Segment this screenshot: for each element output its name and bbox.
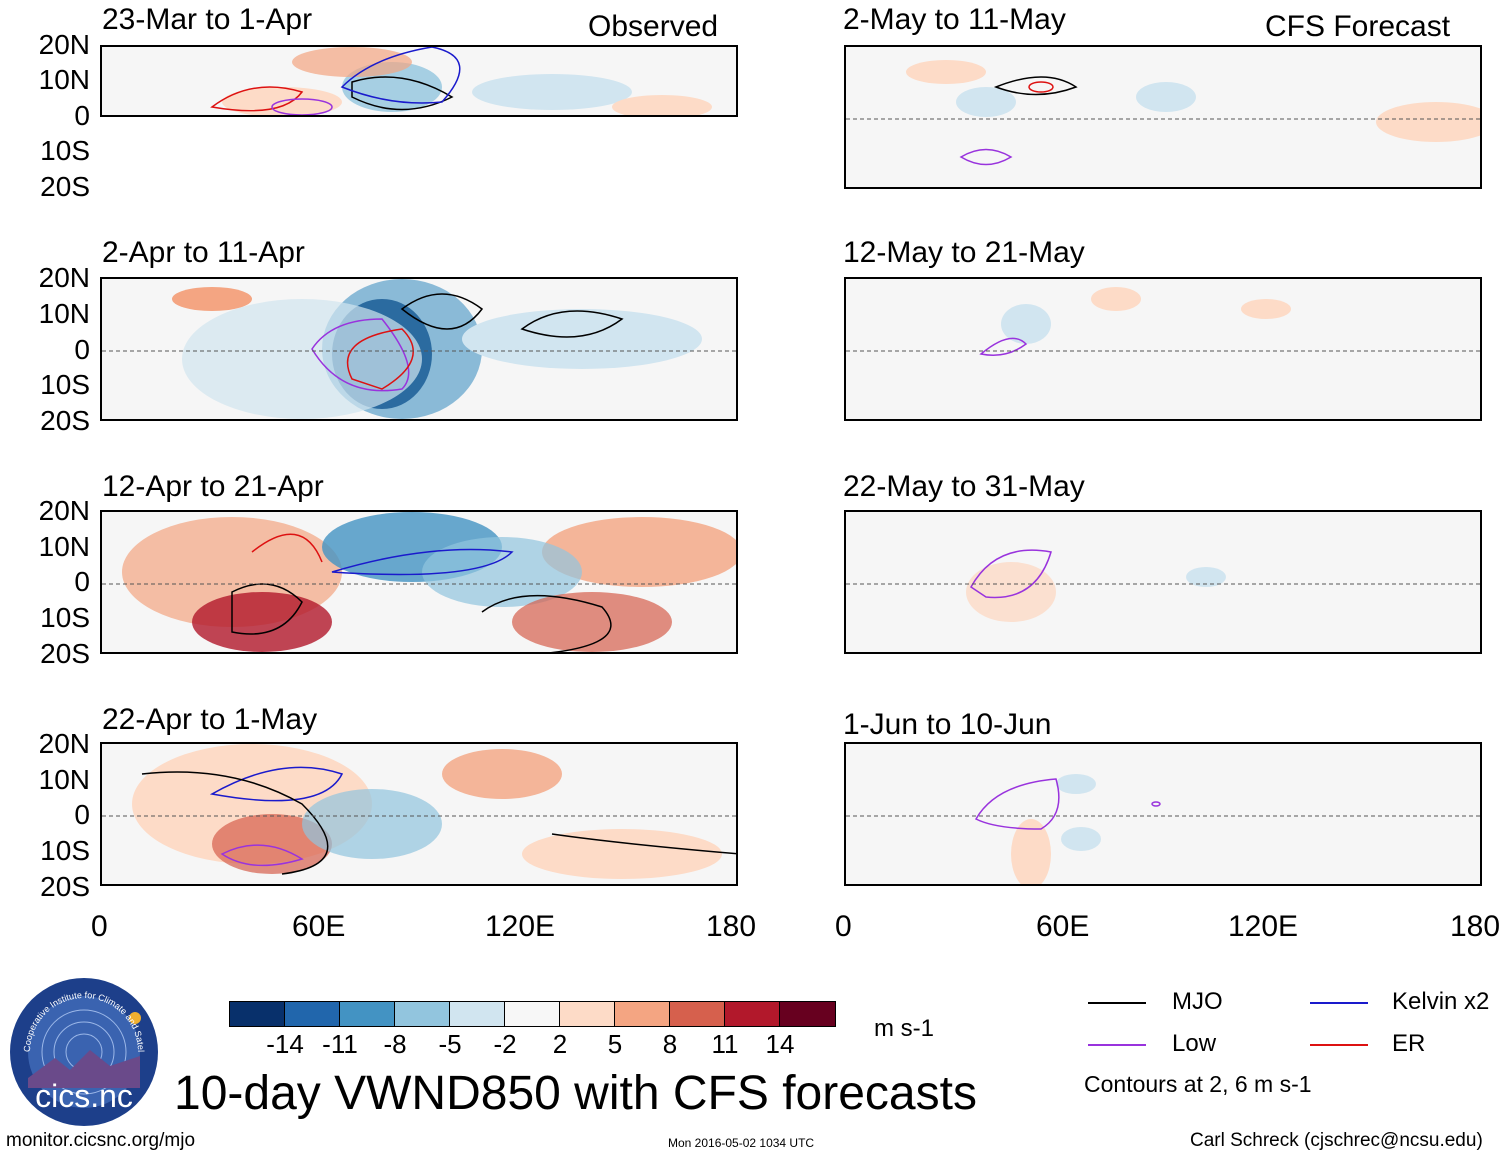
colorbar [229,1001,836,1027]
panel-title-5: 2-May to 11-May [843,3,1066,36]
lat-label-10s: 10S [40,369,90,400]
map-panel-7 [844,510,1482,654]
lat-label-10n: 10N [38,64,90,95]
lat-label-10s: 10S [40,135,90,166]
colorbar-label: -5 [438,1029,462,1059]
lat-label-20n: 20N [38,495,90,526]
colorbar-units: m s-1 [874,1015,934,1042]
lat-label-10s: 10S [40,835,90,866]
colorbar-label: 5 [607,1029,623,1059]
lat-label-20s: 20S [40,871,90,902]
legend-line-kelvin [1310,1002,1368,1004]
lon-label-120e: 120E [485,910,556,943]
colorbar-swatch-2 [285,1002,340,1026]
lat-label-10s: 10S [40,602,90,633]
legend-label-mjo: MJO [1172,988,1223,1015]
figure-title: 10-day VWND850 with CFS forecasts [174,1067,977,1120]
lat-label-20n: 20N [38,29,90,60]
lon-label-60e: 60E [1036,910,1090,943]
panel-title-8: 1-Jun to 10-Jun [843,708,1052,741]
logo-text: cics.nc [35,1078,133,1114]
lon-label-0: 0 [91,910,108,943]
panel-title-6: 12-May to 21-May [843,236,1085,269]
map-panel-6 [844,277,1482,421]
colorbar-swatch-8 [615,1002,670,1026]
colorbar-label: 2 [552,1029,568,1059]
lat-label-0: 0 [74,799,90,830]
colorbar-swatch-6 [505,1002,560,1026]
lon-label-180: 180 [706,910,757,943]
map-panel-3 [100,510,738,654]
lon-label-180: 180 [1450,910,1501,943]
colorbar-label: 8 [662,1029,678,1059]
colorbar-label: 14 [765,1029,795,1059]
forecast-label: CFS Forecast [1265,10,1451,43]
footer-url[interactable]: monitor.cicsnc.org/mjo [6,1130,196,1151]
colorbar-label: -2 [493,1029,517,1059]
lat-label-0: 0 [74,566,90,597]
lat-label-20n: 20N [38,262,90,293]
colorbar-swatch-3 [340,1002,395,1026]
map-panel-4 [100,742,738,886]
legend-label-kelvin: Kelvin x2 [1392,988,1490,1015]
legend-label-er: ER [1392,1030,1426,1057]
map-panel-2-field [102,279,736,419]
colorbar-label: -8 [383,1029,407,1059]
colorbar-swatch-4 [395,1002,450,1026]
colorbar-swatch-5 [450,1002,505,1026]
map-panel-6-field [846,287,1480,356]
colorbar-swatch-9 [670,1002,725,1026]
map-panel-5 [844,45,1482,189]
logo-graphic: Cooperative Institute for Climate and Sa… [10,978,146,1108]
map-panel-8 [844,742,1482,886]
lat-label-20s: 20S [40,405,90,436]
panel-title-2: 2-Apr to 11-Apr [102,236,305,269]
legend-line-er [1310,1044,1368,1046]
lat-label-20n: 20N [38,728,90,759]
lon-label-0: 0 [835,910,852,943]
map-panel-8-field [846,774,1480,884]
cics-logo: Cooperative Institute for Climate and Sa… [10,978,158,1126]
legend-line-mjo [1088,1002,1146,1004]
lat-label-10n: 10N [38,531,90,562]
legend-line-low [1088,1044,1146,1046]
footer-author: Carl Schreck (cjschrec@ncsu.edu) [1190,1130,1483,1151]
colorbar-swatch-11 [780,1002,835,1026]
footer-timestamp: Mon 2016-05-02 1034 UTC [668,1136,815,1150]
legend-contours-note: Contours at 2, 6 m s-1 [1084,1071,1312,1097]
observed-label: Observed [588,10,719,43]
lat-label-0: 0 [74,100,90,131]
panel-title-3: 12-Apr to 21-Apr [102,470,324,503]
map-panel-5-field [846,60,1480,166]
map-panel-7-field [846,549,1480,622]
map-panel-1 [100,45,738,117]
lat-label-20s: 20S [40,171,90,202]
lat-label-0: 0 [74,334,90,365]
lat-label-20s: 20S [40,638,90,669]
colorbar-label: -14 [266,1029,304,1059]
lon-label-120e: 120E [1228,910,1299,943]
panel-title-1: 23-Mar to 1-Apr [102,3,313,36]
map-panel-1-field [210,47,712,115]
lat-label-10n: 10N [38,764,90,795]
colorbar-swatch-10 [725,1002,780,1026]
colorbar-swatch-1 [230,1002,285,1026]
lon-label-60e: 60E [292,910,346,943]
colorbar-label: -11 [322,1029,358,1059]
map-panel-4-field [102,744,736,879]
lat-label-10n: 10N [38,298,90,329]
colorbar-swatch-7 [560,1002,615,1026]
panel-title-4: 22-Apr to 1-May [102,703,318,736]
colorbar-label: 11 [711,1029,739,1059]
map-panel-3-field [102,512,736,652]
map-panel-2 [100,277,738,421]
panel-title-7: 22-May to 31-May [843,470,1085,503]
legend-label-low: Low [1172,1030,1217,1057]
